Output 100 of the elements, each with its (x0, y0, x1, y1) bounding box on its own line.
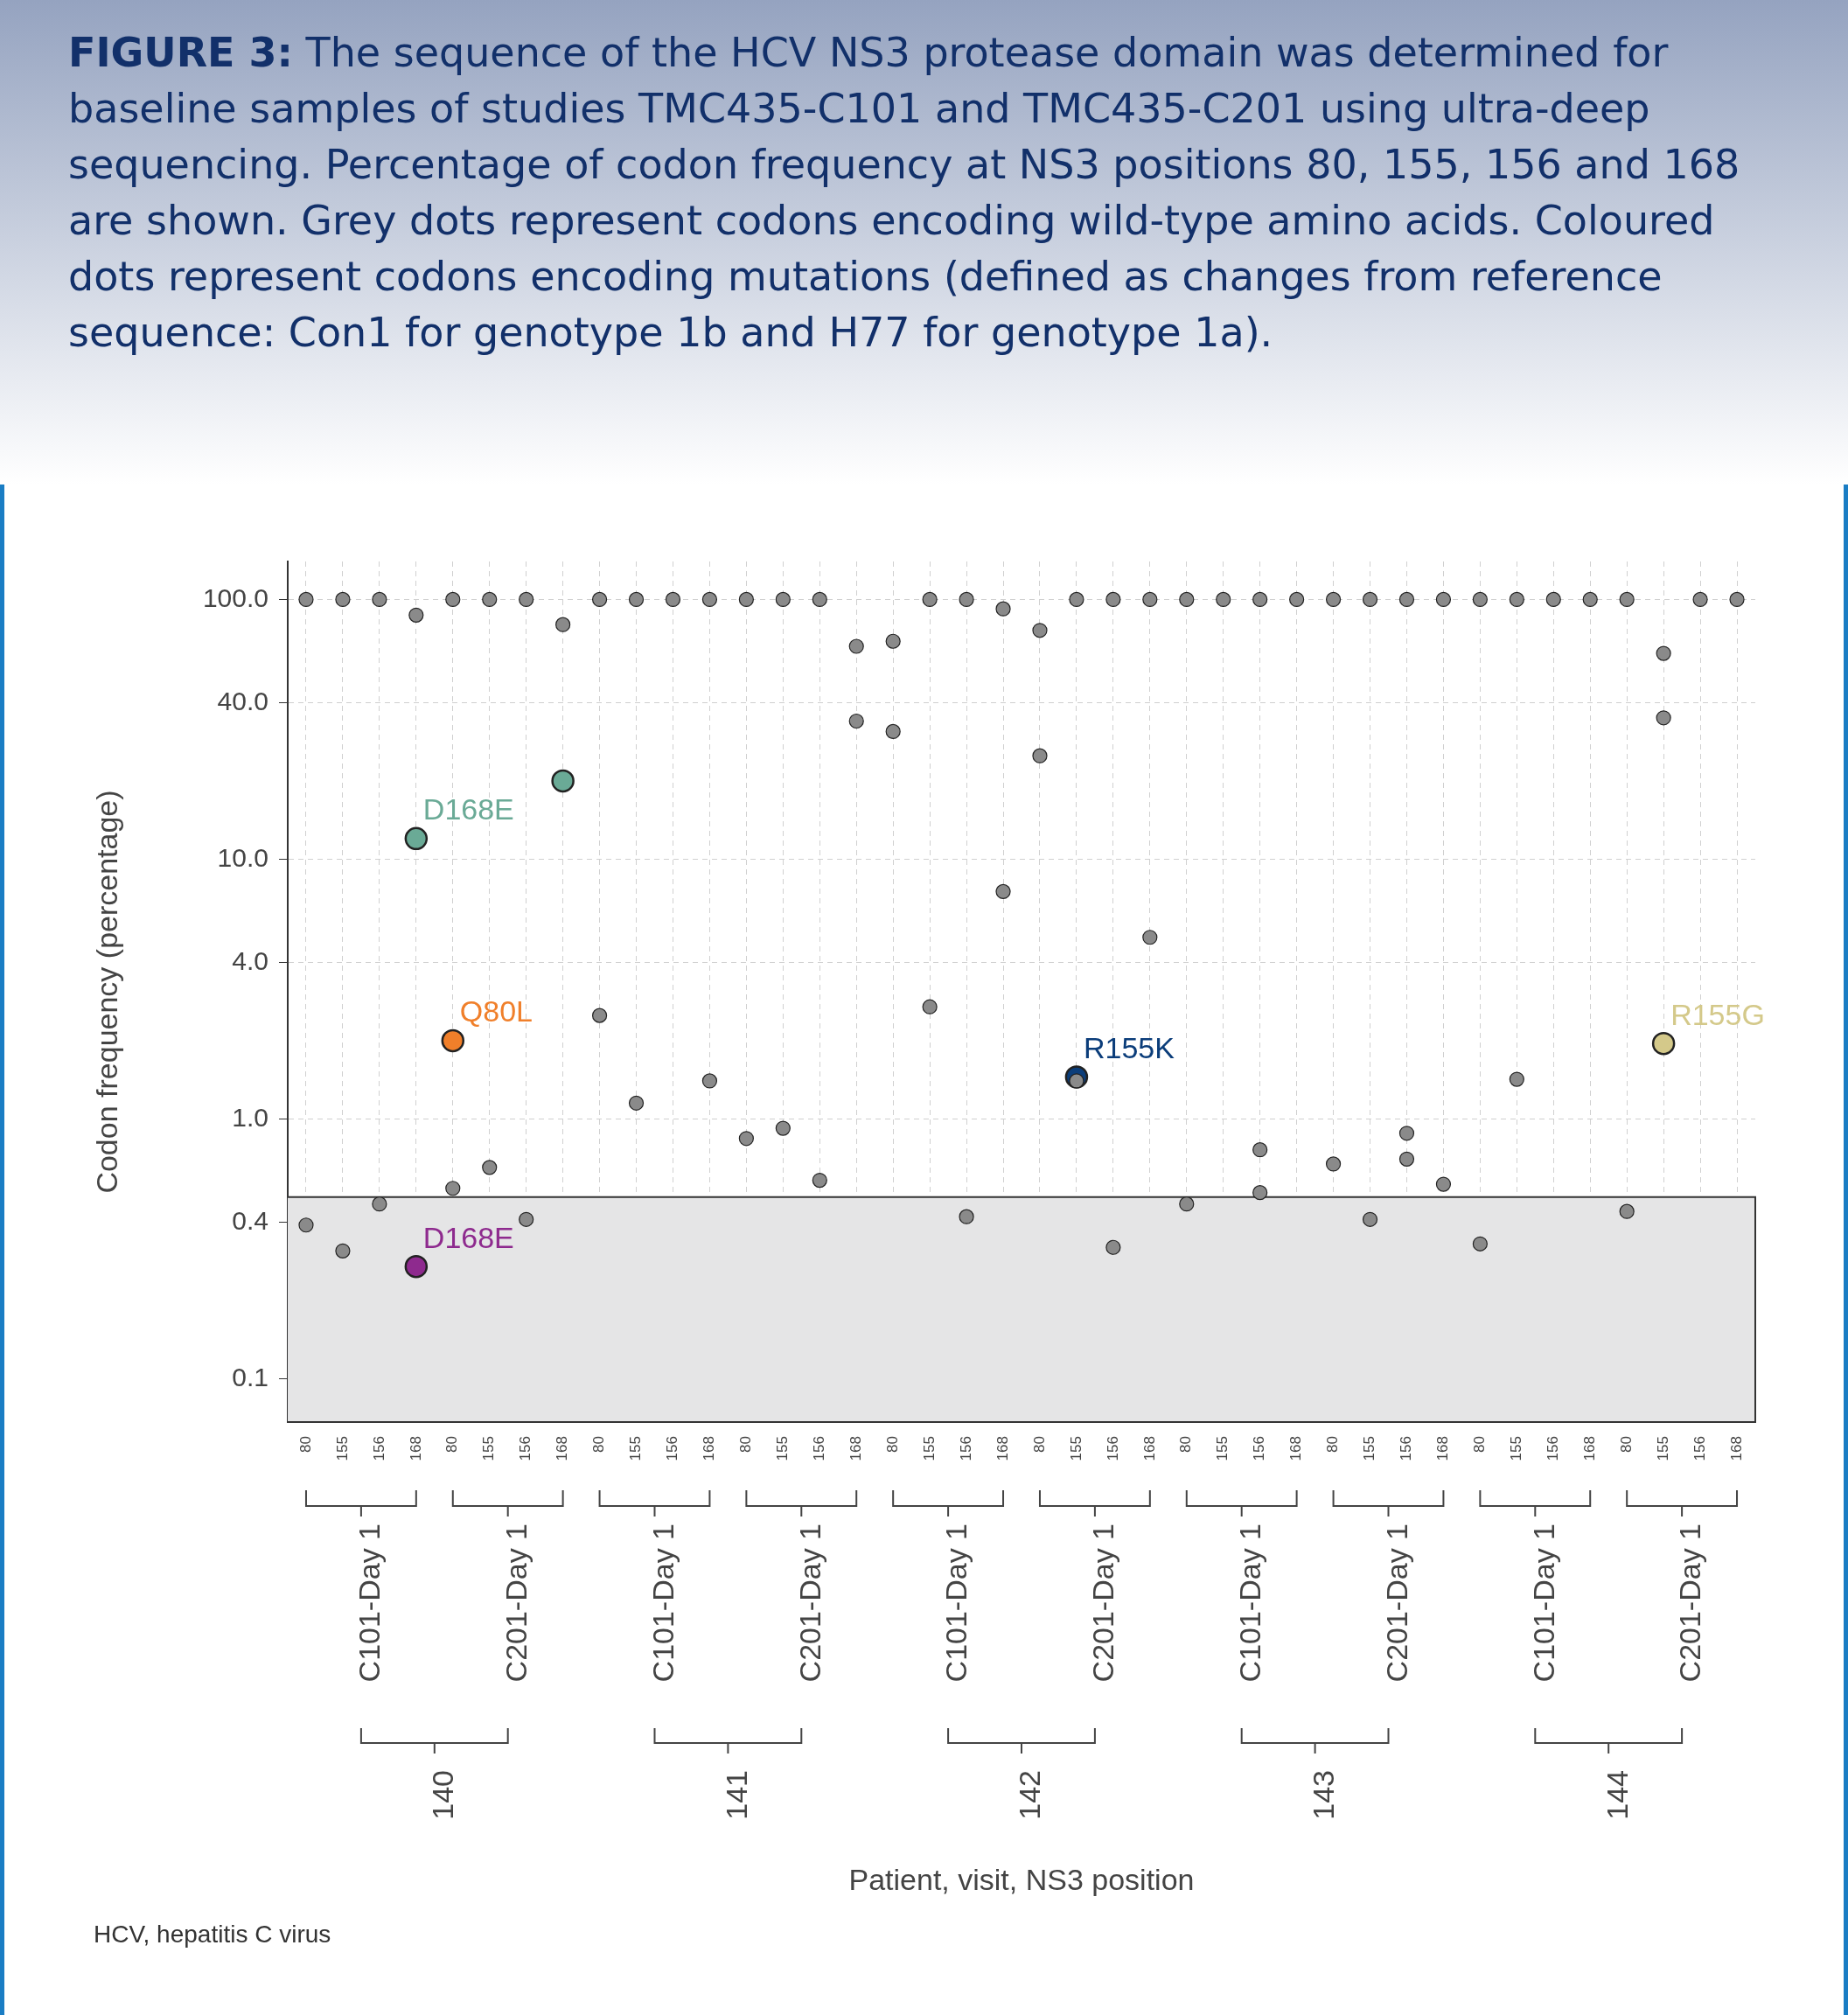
x-tick-label: 80 (1617, 1436, 1635, 1453)
point (959, 1209, 974, 1224)
x-tick-label: 80 (883, 1436, 901, 1453)
point (482, 591, 498, 607)
point (812, 591, 827, 607)
text: C101-Day 1 (1526, 1523, 1560, 1683)
x-tick-label: 155 (1508, 1436, 1525, 1461)
point (995, 601, 1011, 617)
point (1252, 591, 1268, 607)
x-tick-label: 168 (994, 1436, 1011, 1461)
text: 140 (426, 1770, 460, 1820)
point (298, 591, 314, 607)
point (1069, 591, 1084, 607)
x-tick-label: 155 (1654, 1436, 1671, 1461)
point (775, 591, 791, 607)
point (738, 1131, 754, 1147)
point (885, 723, 901, 740)
point (1105, 1239, 1121, 1255)
point (1325, 1156, 1342, 1172)
chart-title: FIGURE 3: The sequence of the HCV NS3 protease domain was determined for baseline samples of studies TMC435-C101 and TMC435-C201 using ultra-deep sequencing. Percentage of codon frequency at NS3 positions 80, 155, 156 and 168 are shown. Grey dots represent codons encoding wild-type amino acids. Coloured dots represent codons encoding mutations (defined as changes from reference sequence: Con1 for genotype 1b and H77 for genotype 1a). (0, 0, 1848, 485)
x-tick-label: 156 (957, 1436, 974, 1461)
x-tick-label: 168 (554, 1436, 571, 1461)
text: C101-Day 1 (645, 1523, 680, 1683)
point (1398, 1151, 1415, 1167)
x-tick-label: 155 (1361, 1436, 1378, 1461)
x-tick-label: 168 (701, 1436, 718, 1461)
point (372, 1196, 387, 1212)
point (959, 591, 974, 607)
x-tick-label: 168 (1580, 1436, 1598, 1461)
point (441, 1028, 465, 1053)
y-tick-label: 0.4 (232, 1205, 268, 1235)
point (1398, 591, 1415, 607)
point (1252, 1142, 1268, 1158)
point (298, 1217, 314, 1233)
point (1032, 623, 1048, 638)
point (1362, 591, 1378, 607)
x-tick-label: 156 (517, 1436, 534, 1461)
point (1032, 748, 1048, 763)
text: 143 (1306, 1770, 1340, 1820)
point (812, 1172, 827, 1189)
series-label: Q80L (459, 994, 533, 1028)
x-tick-label: 155 (627, 1436, 645, 1461)
point (701, 1073, 718, 1089)
point (1325, 591, 1342, 607)
point (738, 591, 754, 607)
point (404, 826, 429, 851)
point (848, 713, 864, 729)
point (1729, 591, 1745, 607)
point (848, 638, 864, 654)
point (885, 633, 901, 649)
x-tick-label: 155 (774, 1436, 792, 1461)
point (1619, 1203, 1635, 1219)
x-tick-label: 156 (1104, 1436, 1121, 1461)
x-tick-label: 80 (1177, 1436, 1195, 1453)
x-tick-label: 80 (737, 1436, 755, 1453)
x-tick-label: 80 (1324, 1436, 1342, 1453)
point (628, 591, 645, 607)
point (1216, 591, 1231, 607)
point (372, 591, 387, 607)
x-tick-label: 168 (407, 1436, 424, 1461)
point (1692, 591, 1708, 607)
point (628, 1095, 645, 1111)
x-tick-label: 168 (1287, 1436, 1305, 1461)
y-tick-label: 0.1 (232, 1362, 268, 1391)
y-tick-label: 40.0 (217, 686, 268, 715)
point (665, 591, 681, 607)
y-axis-title: Codon frequency (percentage) (89, 790, 123, 1194)
point (922, 999, 938, 1014)
point (551, 769, 575, 793)
text: HCV, hepatitis C virus (94, 1921, 331, 1949)
point (404, 1254, 429, 1279)
x-tick-label: 156 (1251, 1436, 1268, 1461)
point (591, 591, 608, 607)
point (701, 591, 718, 607)
point (1435, 1176, 1452, 1192)
y-tick-label: 1.0 (232, 1102, 268, 1132)
point (335, 1243, 351, 1259)
x-tick-label: 156 (1398, 1436, 1415, 1461)
point (922, 591, 938, 607)
point (1651, 1031, 1676, 1056)
x-tick-label: 80 (443, 1436, 461, 1453)
series-label: R155K (1083, 1030, 1175, 1064)
x-tick-label: 80 (296, 1436, 314, 1453)
x-tick-label: 156 (664, 1436, 681, 1461)
text: C201-Day 1 (792, 1523, 826, 1683)
point (1105, 591, 1121, 607)
point (1656, 710, 1671, 726)
x-tick-label: 155 (1214, 1436, 1231, 1461)
point (555, 617, 571, 632)
x-tick-label: 168 (1727, 1436, 1745, 1461)
x-tick-label: 80 (590, 1436, 608, 1453)
point (1509, 591, 1524, 607)
text: C201-Day 1 (1673, 1523, 1707, 1683)
point (1398, 1126, 1415, 1141)
y-tick-label: 10.0 (217, 842, 268, 872)
text: C101-Day 1 (939, 1523, 973, 1683)
x-tick-label: 168 (847, 1436, 864, 1461)
point (1509, 1071, 1524, 1087)
point (519, 1211, 534, 1227)
x-tick-label: 155 (480, 1436, 498, 1461)
